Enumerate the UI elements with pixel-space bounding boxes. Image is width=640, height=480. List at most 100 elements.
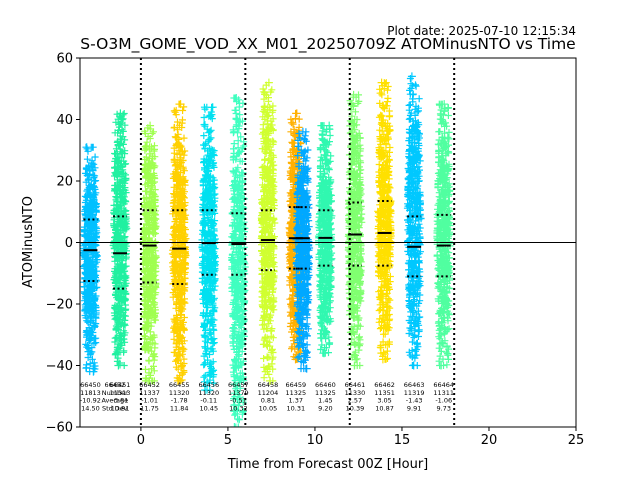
orbit-count-label: 11337 — [139, 389, 160, 397]
orbit-mean-label: -0.51 — [230, 397, 247, 405]
reference-lines-layer — [80, 58, 576, 427]
orbit-scatter-marks — [198, 103, 219, 395]
orbit-mean-label: 2.57 — [348, 397, 362, 405]
orbit-points-66463 — [403, 72, 425, 370]
orbit-points-66462 — [374, 78, 395, 364]
scatter-points-layer — [80, 72, 454, 427]
orbit-count-label: 11320 — [169, 389, 190, 397]
orbit-scatter-marks — [168, 100, 190, 385]
y-tick-label: 60 — [56, 52, 73, 67]
orbit-points-66455 — [168, 100, 190, 385]
orbit-points-66458 — [257, 78, 279, 385]
orbit-mean-label: 3.05 — [377, 397, 391, 405]
orbit-statistics-layer: 6645011813-10.9214.506645111313-3.8110.8… — [80, 199, 454, 412]
chart-title: S-O3M_GOME_VOD_XX_M01_20250709Z ATOMinus… — [80, 35, 575, 54]
orbit-mean-label: -3.81 — [112, 397, 129, 405]
orbit-points-66450 — [80, 143, 101, 376]
orbit-std-label: 9.91 — [407, 404, 421, 412]
orbit-number-label: 66450 — [80, 381, 101, 389]
orbit-count-label: 11330 — [345, 389, 366, 397]
orbit-number-label: 66452 — [139, 381, 160, 389]
orbit-count-label: 11379 — [228, 389, 249, 397]
orbit-count-label: 11319 — [404, 389, 425, 397]
x-tick-label: 20 — [481, 433, 498, 448]
orbit-std-label: 9.20 — [318, 404, 332, 412]
orbit-scatter-marks — [433, 100, 454, 370]
orbit-number-label: 66451 — [110, 381, 131, 389]
y-axis: −60 −40 −20 0 20 40 60 — [46, 52, 80, 436]
orbit-count-label: 11351 — [374, 389, 395, 397]
orbit-count-label: 11204 — [258, 389, 279, 397]
orbit-std-label: 10.05 — [259, 404, 278, 412]
orbit-count-label: 11311 — [433, 389, 454, 397]
orbit-count-label: 11813 — [80, 389, 101, 397]
y-tick-label: 20 — [56, 175, 73, 190]
orbit-scatter-marks — [109, 109, 131, 370]
orbit-points-66451 — [109, 109, 131, 370]
x-axis: 0 5 10 15 20 25 — [137, 427, 585, 448]
orbit-points-66464 — [433, 100, 454, 370]
orbit-number-label: 66461 — [345, 381, 366, 389]
orbit-mean-label: 0.81 — [261, 397, 275, 405]
x-tick-label: 10 — [307, 433, 324, 448]
orbit-points-66452 — [139, 121, 160, 385]
orbit-count-label: 11313 — [110, 389, 131, 397]
orbit-points-extra-8 — [292, 127, 314, 373]
orbit-mean-label: -1.06 — [435, 397, 452, 405]
orbit-number-label: 66457 — [228, 381, 249, 389]
orbit-count-label: 11325 — [285, 389, 306, 397]
orbit-scatter-marks — [139, 121, 160, 385]
orbit-number-label: 66463 — [404, 381, 425, 389]
y-tick-label: −40 — [46, 359, 73, 374]
orbit-scatter-marks — [374, 78, 395, 364]
y-tick-label: 40 — [56, 113, 73, 128]
orbit-std-label: 14.50 — [81, 404, 100, 412]
orbit-mean-label: -1.43 — [406, 397, 423, 405]
stats-key-label: 66452 — [104, 381, 125, 389]
orbit-mean-label: 1.37 — [289, 397, 303, 405]
orbit-std-label: 11.84 — [170, 404, 189, 412]
orbit-number-label: 66460 — [315, 381, 336, 389]
orbit-scatter-marks — [80, 143, 101, 376]
y-tick-label: 0 — [65, 236, 73, 251]
orbit-number-label: 66464 — [433, 381, 454, 389]
orbit-std-label: 10.39 — [346, 404, 365, 412]
orbit-mean-label: 1.45 — [318, 397, 332, 405]
orbit-points-66456 — [198, 103, 219, 395]
orbit-scatter-marks — [292, 127, 314, 373]
orbit-count-label: 11325 — [315, 389, 336, 397]
stats-key-label: Std Dev — [102, 404, 128, 412]
orbit-scatter-marks — [403, 72, 425, 370]
orbit-std-label: 11.75 — [140, 404, 159, 412]
orbit-mean-label: -1.78 — [171, 397, 188, 405]
orbit-number-label: 66456 — [198, 381, 219, 389]
orbit-std-label: 10.31 — [286, 404, 305, 412]
stats-key-label: Average — [101, 397, 128, 405]
orbit-std-label: 10.45 — [199, 404, 218, 412]
y-axis-label: ATOMinusNTO — [21, 196, 36, 288]
orbit-scatter-marks — [228, 94, 249, 427]
orbit-std-label: 10.32 — [229, 404, 248, 412]
plot-date: Plot date: 2025-07-10 12:15:34 — [387, 24, 576, 38]
y-tick-label: −20 — [46, 298, 73, 313]
x-tick-label: 0 — [137, 433, 145, 448]
x-axis-label: Time from Forecast 00Z [Hour] — [227, 457, 429, 472]
orbit-number-label: 66462 — [374, 381, 395, 389]
orbit-mean-label: -1.01 — [141, 397, 158, 405]
orbit-number-label: 66459 — [285, 381, 306, 389]
x-tick-label: 15 — [394, 433, 411, 448]
orbit-number-label: 66458 — [258, 381, 279, 389]
stats-key-label: Number — [102, 389, 128, 397]
orbit-number-label: 66455 — [169, 381, 190, 389]
x-tick-label: 25 — [568, 433, 585, 448]
orbit-scatter-marks — [257, 78, 279, 385]
orbit-points-66457 — [228, 94, 249, 427]
orbit-std-label: 9.73 — [436, 404, 450, 412]
orbit-std-label: 10.87 — [375, 404, 394, 412]
y-tick-label: −60 — [46, 421, 73, 436]
orbit-std-label: 10.81 — [111, 404, 130, 412]
orbit-mean-label: -0.11 — [200, 397, 217, 405]
x-tick-label: 5 — [224, 433, 232, 448]
orbit-mean-label: -10.92 — [80, 397, 101, 405]
